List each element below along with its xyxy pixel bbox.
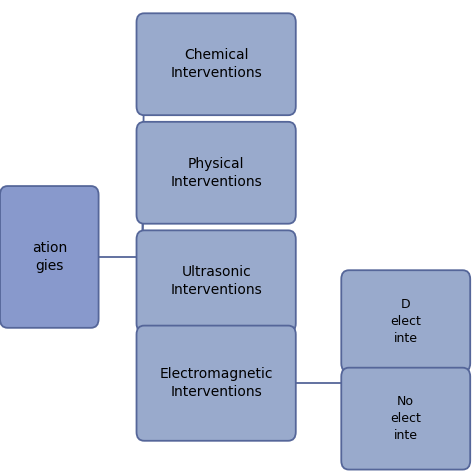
FancyBboxPatch shape — [137, 13, 296, 115]
Text: D
elect
inte: D elect inte — [390, 298, 421, 345]
Text: Chemical
Interventions: Chemical Interventions — [170, 48, 262, 81]
FancyBboxPatch shape — [137, 230, 296, 332]
Text: Physical
Interventions: Physical Interventions — [170, 156, 262, 189]
Text: ation
gies: ation gies — [32, 241, 67, 273]
FancyBboxPatch shape — [341, 368, 470, 470]
Text: Electromagnetic
Interventions: Electromagnetic Interventions — [159, 367, 273, 400]
FancyBboxPatch shape — [341, 270, 470, 372]
FancyBboxPatch shape — [137, 122, 296, 224]
Text: No
elect
inte: No elect inte — [390, 395, 421, 442]
FancyBboxPatch shape — [137, 326, 296, 441]
FancyBboxPatch shape — [0, 186, 99, 328]
Text: Ultrasonic
Interventions: Ultrasonic Interventions — [170, 265, 262, 298]
